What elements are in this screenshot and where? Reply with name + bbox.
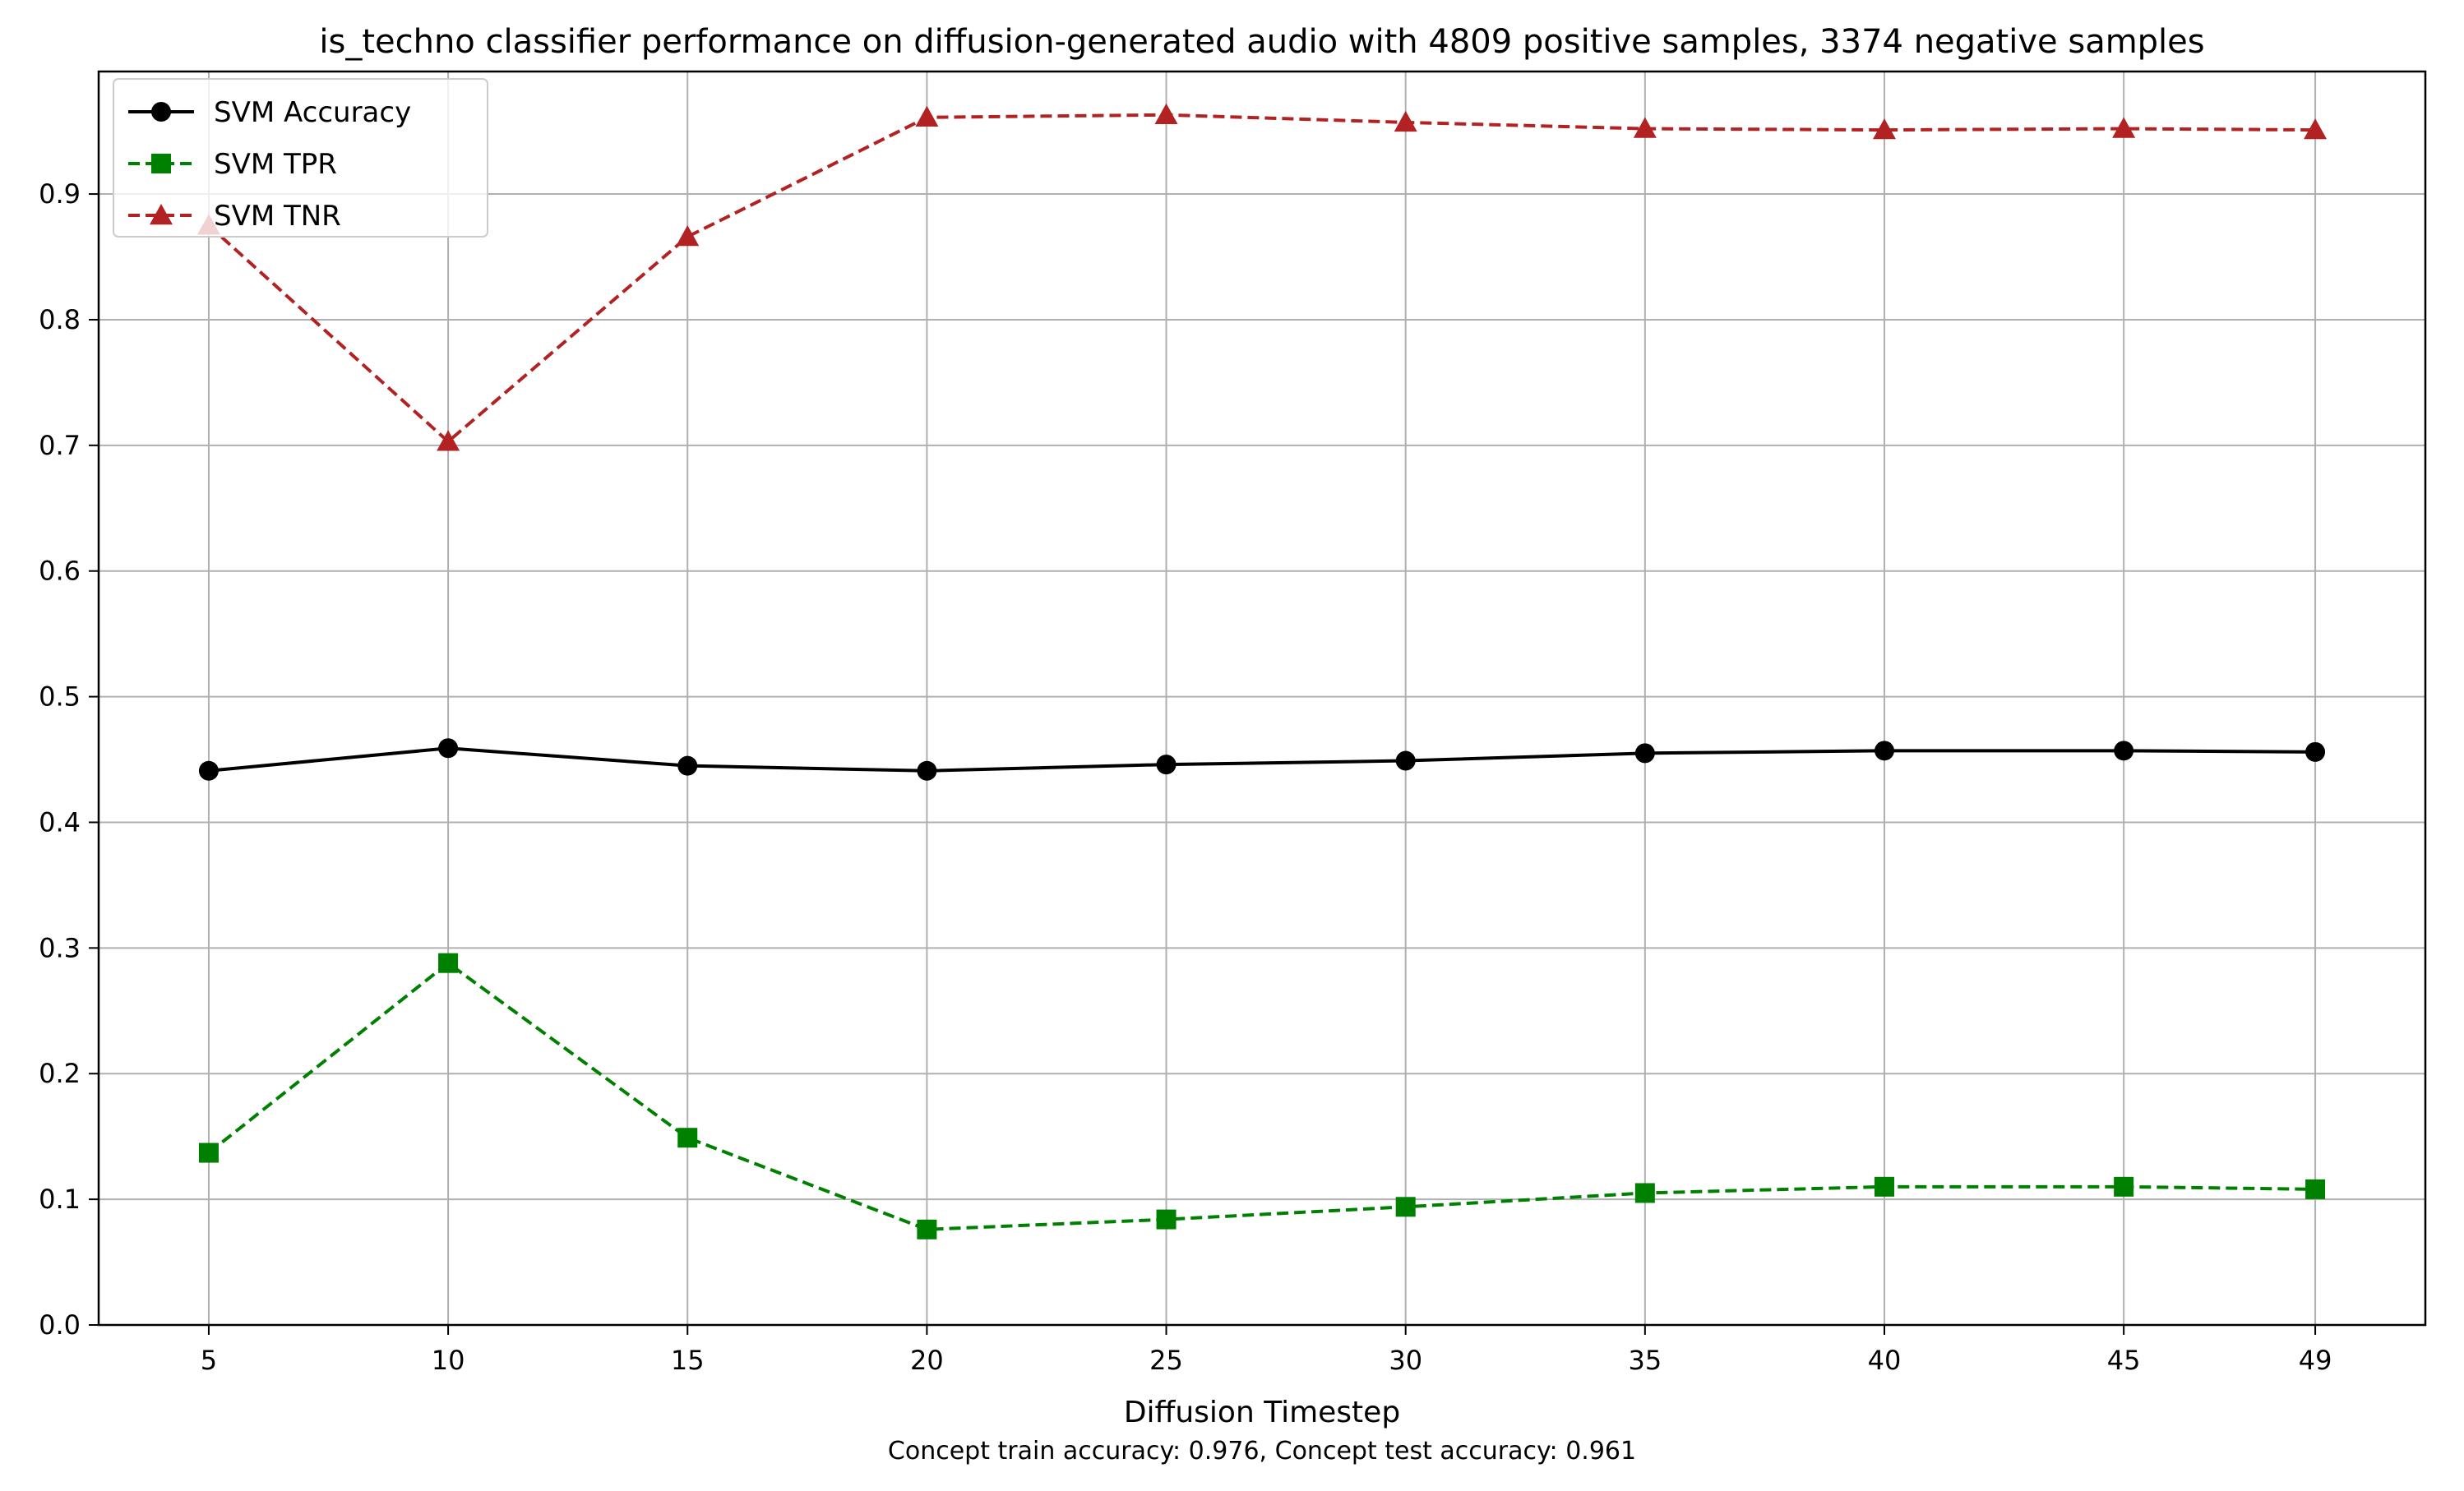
y-tick-label: 0.7 <box>39 430 81 461</box>
chart-caption: Concept train accuracy: 0.976, Concept t… <box>888 1437 1636 1466</box>
svm-accuracy-point <box>1874 741 1894 761</box>
svm-tnr-point <box>1633 117 1657 138</box>
x-axis-label: Diffusion Timestep <box>1124 1396 1400 1429</box>
svm-accuracy-point <box>677 755 698 776</box>
series-layer <box>196 103 2328 1239</box>
x-tick-label: 35 <box>1628 1345 1662 1376</box>
y-tick-label: 0.9 <box>39 178 81 210</box>
y-tick-label: 0.1 <box>39 1184 81 1215</box>
legend-swatch-marker <box>151 154 171 173</box>
svm-tnr-point <box>2112 117 2136 138</box>
y-tick-label: 0.5 <box>39 681 81 713</box>
svm-accuracy-point <box>917 760 937 781</box>
y-tick-label: 0.0 <box>39 1309 81 1341</box>
x-tick-label: 10 <box>432 1345 465 1376</box>
legend-label: SVM TPR <box>214 148 337 181</box>
axes: 5 10 15 20 25 30 35 40 45 49 0.0 0.1 0.2 0.3 0.4 0.5 0.6… <box>39 178 2332 1376</box>
svm-tpr-point <box>2114 1176 2134 1197</box>
legend-label: SVM TNR <box>214 200 341 233</box>
svm-accuracy-point <box>198 760 219 781</box>
svm-tpr-point <box>198 1142 219 1163</box>
legend-label: SVM Accuracy <box>214 96 411 129</box>
svm-tnr-point <box>1154 103 1178 124</box>
svm-accuracy-point <box>2305 741 2326 762</box>
svm-accuracy-line <box>208 746 2316 773</box>
series-svm-tpr <box>198 953 2326 1239</box>
x-tick-label: 30 <box>1389 1345 1422 1376</box>
svm-accuracy-point <box>1156 755 1177 775</box>
svm-accuracy-point <box>438 738 459 759</box>
svm-tpr-line <box>207 961 2316 1231</box>
svm-accuracy-point <box>1634 743 1655 764</box>
x-tick-label: 45 <box>2107 1345 2141 1376</box>
legend-swatch-marker <box>151 102 171 122</box>
svm-tnr-point <box>437 430 460 451</box>
svm-accuracy-point <box>1395 750 1416 771</box>
svm-tpr-point <box>1395 1197 1416 1217</box>
legend-swatch-marker <box>150 204 173 225</box>
y-tick-label: 0.2 <box>39 1058 81 1089</box>
svm-tpr-point <box>438 953 459 973</box>
svm-tnr-line <box>207 113 2316 444</box>
series-svm-accuracy <box>198 738 2326 781</box>
legend-item-svm-accuracy: SVM Accuracy <box>128 96 411 129</box>
svm-tnr-point <box>676 225 700 247</box>
x-tick-label: 20 <box>910 1345 944 1376</box>
y-tick-label: 0.6 <box>39 556 81 587</box>
svm-tpr-point <box>917 1219 937 1239</box>
svm-tpr-point <box>1634 1183 1655 1203</box>
svm-tpr-point <box>677 1128 698 1148</box>
x-tick-label: 5 <box>201 1345 217 1376</box>
svm-accuracy-point <box>2114 741 2134 761</box>
legend-item-svm-tnr: SVM TNR <box>128 200 341 233</box>
x-tick-label: 25 <box>1149 1345 1183 1376</box>
y-tick-label: 0.3 <box>39 932 81 963</box>
svm-tnr-point <box>2304 118 2328 140</box>
legend-item-svm-tpr: SVM TPR <box>128 148 337 181</box>
legend: SVM Accuracy SVM TPR SVM TNR <box>113 78 488 238</box>
y-tick-label: 0.4 <box>39 806 81 838</box>
svm-tpr-point <box>1874 1176 1894 1197</box>
svm-tnr-point <box>1394 110 1417 132</box>
svm-tnr-point <box>915 105 939 127</box>
x-tick-label: 40 <box>1868 1345 1902 1376</box>
chart-title: is_techno classifier performance on diff… <box>319 23 2204 61</box>
x-tick-label: 49 <box>2299 1345 2332 1376</box>
svm-tpr-point <box>2305 1179 2326 1199</box>
svm-tnr-point <box>1872 118 1896 140</box>
x-tick-label: 15 <box>671 1345 705 1376</box>
plot-frame <box>97 70 2427 1327</box>
y-tick-label: 0.8 <box>39 304 81 335</box>
svm-tpr-point <box>1156 1209 1177 1230</box>
legend-box <box>113 78 488 238</box>
